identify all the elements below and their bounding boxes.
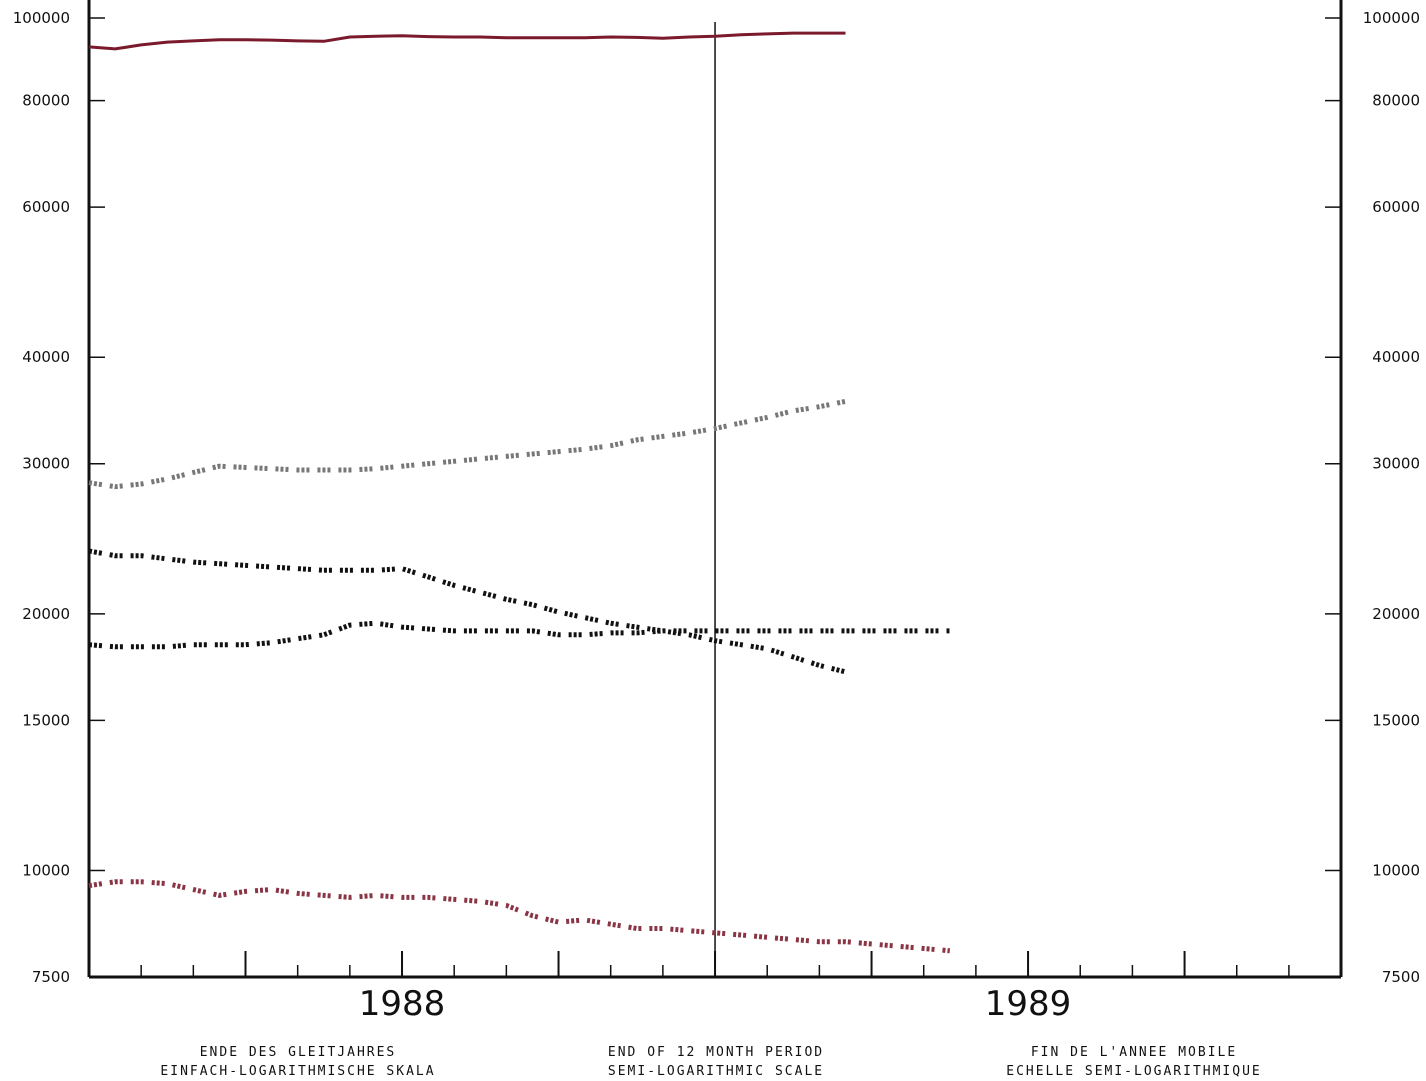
caption-english-line-2: SEMI-LOGARITHMIC SCALE [607, 1064, 825, 1079]
caption-german-line-1: ENDE DES GLEITJAHRES [199, 1045, 397, 1060]
y-tick-label-right: 100000 [1363, 9, 1420, 27]
caption-german-line-2: EINFACH-LOGARITHMISCHE SKALA [160, 1064, 436, 1079]
plot-area [88, 22, 951, 977]
y-tick-label-left: 15000 [22, 711, 70, 729]
x-year-label: 1988 [359, 984, 446, 1024]
caption-english-line-1: END OF 12 MONTH PERIOD [607, 1045, 825, 1060]
x-year-label: 1989 [985, 984, 1072, 1024]
y-tick-label-left: 40000 [22, 348, 70, 366]
y-tick-label-left: 80000 [22, 92, 70, 110]
y-tick-label-right: 7500 [1382, 968, 1420, 986]
series-line-3 [88, 548, 847, 675]
tick-labels: 7500 7500 10000 10000 15000 15000 20000 20000 30… [13, 9, 1420, 1024]
y-tick-label-right: 30000 [1372, 455, 1420, 473]
y-tick-label-left: 20000 [22, 605, 70, 623]
y-tick-label-left: 7500 [32, 968, 70, 986]
y-tick-label-right: 40000 [1372, 348, 1420, 366]
series-line-4 [88, 620, 950, 650]
y-tick-label-right: 10000 [1372, 861, 1420, 879]
y-tick-label-right: 20000 [1372, 605, 1420, 623]
y-tick-label-right: 60000 [1372, 198, 1420, 216]
caption-french: FIN DE L'ANNEE MOBILE ECHELLE SEMI-LOGAR… [934, 1043, 1334, 1081]
y-tick-label-left: 10000 [22, 861, 70, 879]
y-tick-label-right: 15000 [1372, 711, 1420, 729]
y-tick-label-right: 80000 [1372, 92, 1420, 110]
caption-english: END OF 12 MONTH PERIOD SEMI-LOGARITHMIC … [516, 1043, 916, 1081]
series-line-2 [88, 398, 846, 490]
series-line-1 [88, 31, 846, 51]
series-line-5 [88, 879, 951, 954]
y-tick-label-left: 100000 [13, 9, 70, 27]
y-tick-label-left: 60000 [22, 198, 70, 216]
caption-french-line-2: ECHELLE SEMI-LOGARITHMIQUE [1006, 1064, 1262, 1079]
caption-german: ENDE DES GLEITJAHRES EINFACH-LOGARITHMIS… [98, 1043, 498, 1081]
y-tick-label-left: 30000 [22, 455, 70, 473]
caption-french-line-1: FIN DE L'ANNEE MOBILE [1030, 1045, 1238, 1060]
